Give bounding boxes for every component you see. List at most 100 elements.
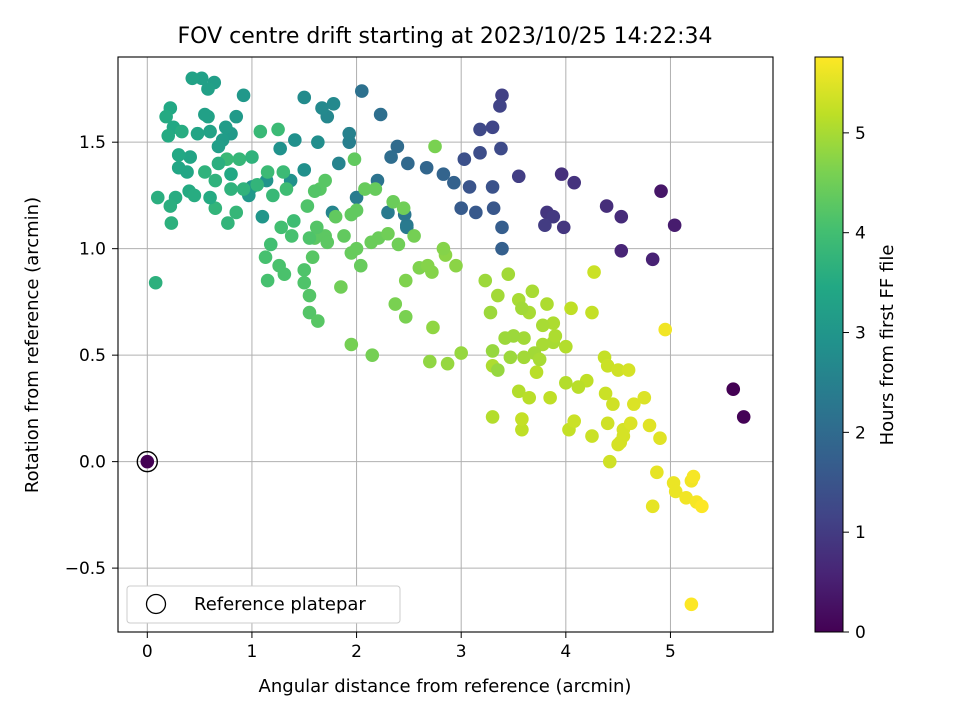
data-point (161, 128, 176, 143)
data-point (511, 169, 526, 184)
data-point (148, 275, 163, 290)
data-point (353, 258, 368, 273)
data-point (187, 188, 202, 203)
x-tick-label: 1 (247, 642, 258, 662)
data-point (253, 124, 268, 139)
data-point (650, 465, 664, 480)
data-point (559, 376, 573, 390)
data-point (224, 167, 238, 181)
data-point (515, 301, 529, 316)
data-point (485, 120, 500, 135)
data-point (587, 265, 601, 279)
data-point (159, 109, 173, 124)
data-point (536, 337, 550, 352)
data-point (386, 195, 400, 209)
data-point (567, 414, 581, 428)
x-tick-label: 2 (351, 642, 362, 662)
data-points (148, 71, 751, 612)
data-point (279, 182, 294, 196)
colorbar-label: Hours from first FF file (877, 245, 898, 446)
y-tick-label: 0.5 (79, 346, 106, 366)
data-point (606, 397, 620, 411)
data-point (273, 141, 287, 156)
data-point (611, 437, 625, 452)
data-point (423, 354, 437, 369)
colorbar-tick-label: 0 (855, 623, 866, 643)
data-point (511, 384, 526, 399)
colorbar-tick-label: 1 (855, 523, 866, 543)
data-point (381, 226, 395, 241)
data-point (211, 139, 226, 154)
data-point (221, 216, 235, 230)
x-axis-label: Angular distance from reference (arcmin) (259, 676, 632, 697)
data-point (559, 339, 573, 354)
data-point (260, 165, 275, 179)
data-point (517, 331, 531, 345)
data-point (449, 258, 463, 273)
data-point (668, 484, 683, 499)
data-point (428, 139, 442, 154)
data-point (658, 322, 673, 337)
data-point (454, 346, 468, 360)
data-point (515, 412, 529, 426)
colorbar-gradient (814, 56, 844, 633)
data-point (548, 329, 563, 343)
data-point (255, 209, 270, 224)
reference-point-group (136, 450, 158, 473)
data-point (211, 156, 226, 171)
data-point (245, 150, 259, 164)
data-point (349, 241, 364, 256)
chart-title: FOV centre drift starting at 2023/10/25 … (178, 24, 713, 49)
x-tick-label: 5 (665, 642, 676, 662)
data-point (320, 235, 335, 250)
legend-box (126, 585, 401, 624)
data-point (495, 220, 509, 235)
colorbar-tick-label: 5 (855, 124, 866, 144)
data-point (198, 165, 212, 179)
data-point (284, 229, 299, 243)
data-point (540, 297, 554, 311)
x-axis-ticks: 0 1 2 3 4 5 (142, 632, 676, 662)
data-point (447, 175, 461, 190)
data-point (642, 418, 657, 433)
data-point (485, 410, 500, 424)
data-point (419, 160, 434, 175)
data-point (571, 380, 586, 394)
data-point (390, 139, 405, 154)
colorbar-tick-label: 2 (855, 423, 866, 443)
data-point (381, 205, 395, 220)
data-point (229, 205, 244, 220)
data-point (495, 88, 509, 103)
data-point (391, 237, 406, 252)
data-point (302, 288, 317, 303)
data-point (300, 199, 315, 213)
data-point (483, 305, 498, 320)
data-point (436, 241, 451, 256)
data-point (425, 265, 439, 279)
data-point (538, 218, 552, 233)
colorbar-ticks: 0 1 2 3 4 5 (843, 124, 866, 643)
data-point (347, 152, 362, 167)
data-point (315, 101, 329, 115)
data-point (263, 237, 278, 252)
plot-frame (117, 56, 774, 633)
data-point (164, 216, 179, 230)
reference-point (140, 454, 155, 469)
data-point (600, 358, 615, 373)
data-point (679, 491, 693, 505)
data-point (288, 133, 302, 147)
data-point (302, 231, 317, 245)
data-point (224, 182, 238, 196)
data-point (517, 350, 531, 365)
data-point (396, 201, 411, 216)
data-point (491, 363, 505, 377)
data-point (667, 218, 682, 233)
y-tick-label: 1.5 (79, 133, 106, 153)
data-point (365, 348, 380, 362)
data-point (493, 99, 507, 113)
data-point (546, 316, 561, 331)
data-point (258, 250, 273, 264)
plot-area: 0 1 2 3 4 5 −0.5 0.0 0.5 1.0 1.5 (65, 56, 774, 662)
data-point (163, 199, 178, 213)
